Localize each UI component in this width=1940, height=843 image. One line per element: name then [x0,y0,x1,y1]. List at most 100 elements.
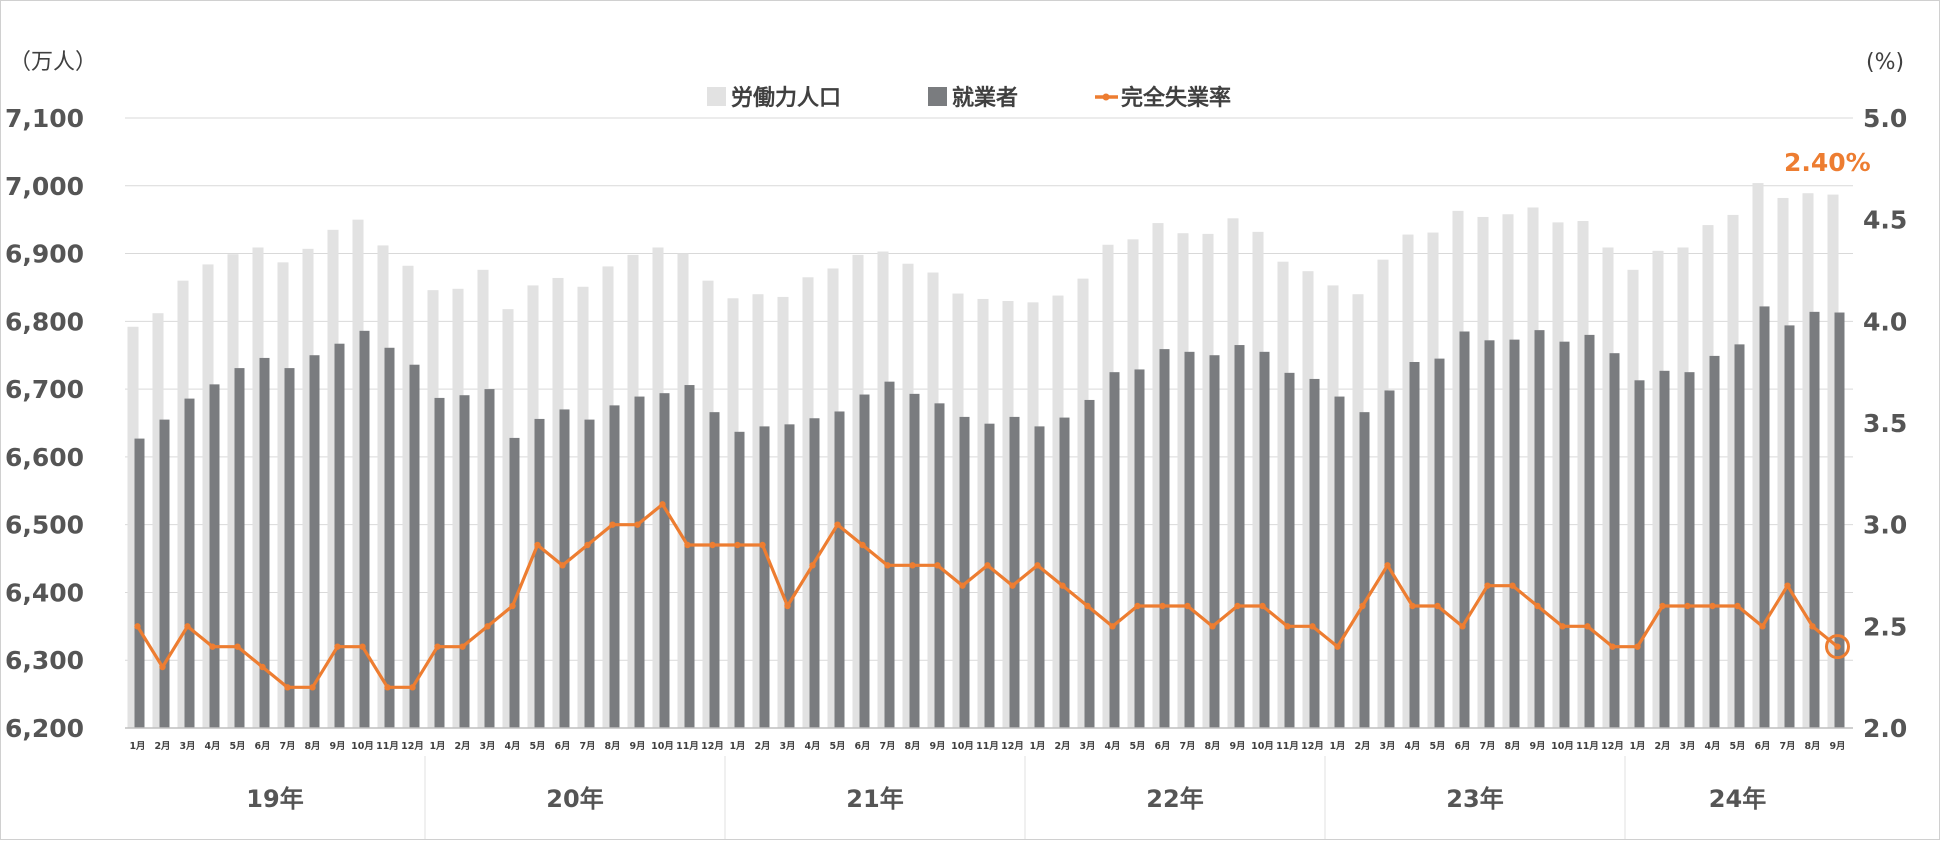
employed-bar [1334,396,1345,728]
employed-bar [1834,312,1845,728]
month-label: 7月 [1179,741,1195,752]
labor-force-bar [1627,269,1639,728]
labor-force-bar [1577,221,1589,728]
employed-bar [1784,325,1795,728]
employed-bar [459,395,470,728]
unemployment-point [1484,582,1491,589]
labor-force-bar [877,251,889,728]
unemployment-point [1234,602,1241,610]
employed-bar [309,355,320,728]
month-label: 8月 [1204,741,1220,752]
unemployment-point [1159,602,1166,610]
year-label: 23年 [1446,785,1503,813]
unemployment-point [1384,562,1391,569]
unemployment-point [884,562,891,569]
labor-force-bar [1102,244,1114,728]
month-label: 1月 [1329,741,1345,752]
employed-bar [684,385,695,728]
unemployment-point [1734,602,1741,610]
employed-bar [184,398,195,728]
legend: 労働力人口 就業者 完全失業率 [707,85,1231,111]
unemployment-point [1684,602,1691,610]
month-label: 11月 [676,741,699,752]
unemployment-point [1334,643,1341,650]
month-label: 10月 [1251,741,1274,752]
month-label: 2月 [1354,741,1370,752]
labor-force-bar [502,309,514,728]
unemployment-point [1259,602,1266,610]
employed-bar [1709,355,1720,728]
labor-force-bar [402,265,414,728]
unemployment-point [334,643,341,650]
left-tick-label: 6,600 [5,443,84,472]
labor-force-bar [827,268,839,728]
unemployment-point [709,541,716,549]
unemployment-point [484,623,491,630]
employed-bar [1084,399,1095,728]
labor-force-bar [1502,214,1514,728]
labor-force-bar [327,229,339,729]
employed-bar [609,405,620,728]
unemployment-point [1809,623,1816,630]
employed-bar [334,343,345,728]
employed-bar [384,347,395,728]
month-label: 7月 [1479,741,1495,752]
unemployment-point [1709,602,1716,610]
unemployment-point [434,643,441,650]
unemployment-point [1084,602,1091,610]
labor-force-bar [1002,301,1014,728]
right-tick-label: 3.0 [1863,511,1907,540]
month-label: 1月 [1629,741,1645,752]
month-label: 6月 [854,741,870,752]
labor-force-bar [302,248,314,729]
unemployment-point [934,562,941,569]
month-label: 5月 [1129,741,1145,752]
month-label: 8月 [1504,741,1520,752]
month-label: 7月 [879,741,895,752]
left-tick-label: 6,400 [5,578,84,607]
labor-force-bar [977,298,989,728]
month-label: 2月 [754,741,770,752]
right-tick-label: 2.5 [1863,612,1907,641]
legend-label-unemployment: 完全失業率 [1121,85,1231,111]
legend-marker-unemployment [1102,93,1110,101]
labor-force-bar [1252,231,1264,728]
employed-bar [734,431,745,728]
unemployment-point [1284,623,1291,630]
unemployment-point [134,623,141,630]
employed-bar [809,418,820,728]
month-label: 12月 [701,741,724,752]
year-label: 21年 [846,785,903,813]
unemployment-point [1834,643,1841,650]
employed-bar [784,424,795,728]
unemployment-line [134,501,1850,691]
employed-bar [659,393,670,728]
unemployment-point [159,663,166,671]
month-label: 2月 [454,741,470,752]
axes: 6,200 6,300 6,400 6,500 6,600 6,700 6,800 6,900… [5,104,1907,743]
unemployment-point [959,582,966,589]
labor-force-bar [1077,278,1089,728]
labor-force-bar [1152,223,1164,729]
employed-bar [1184,351,1195,728]
unemployment-point [234,643,241,650]
unemployment-point [1559,623,1566,630]
labor-force-bar [677,253,689,729]
employed-bar [1759,306,1770,728]
month-label: 8月 [1804,741,1820,752]
unemployment-point [1009,582,1016,589]
labor-force-bar [202,264,214,728]
employed-bar [1284,372,1295,728]
month-label: 2月 [1054,741,1070,752]
left-tick-label: 6,500 [5,511,84,540]
labor-force-bar [277,262,289,728]
labor-force-bar [1427,232,1439,729]
year-label: 24年 [1709,785,1766,813]
month-label: 6月 [1454,741,1470,752]
left-tick-label: 6,900 [5,240,84,269]
unemployment-point [359,643,366,650]
month-label: 11月 [1276,741,1299,752]
employed-bar [1434,358,1445,728]
month-label: 4月 [1404,741,1420,752]
highlight-ring [1825,634,1850,660]
